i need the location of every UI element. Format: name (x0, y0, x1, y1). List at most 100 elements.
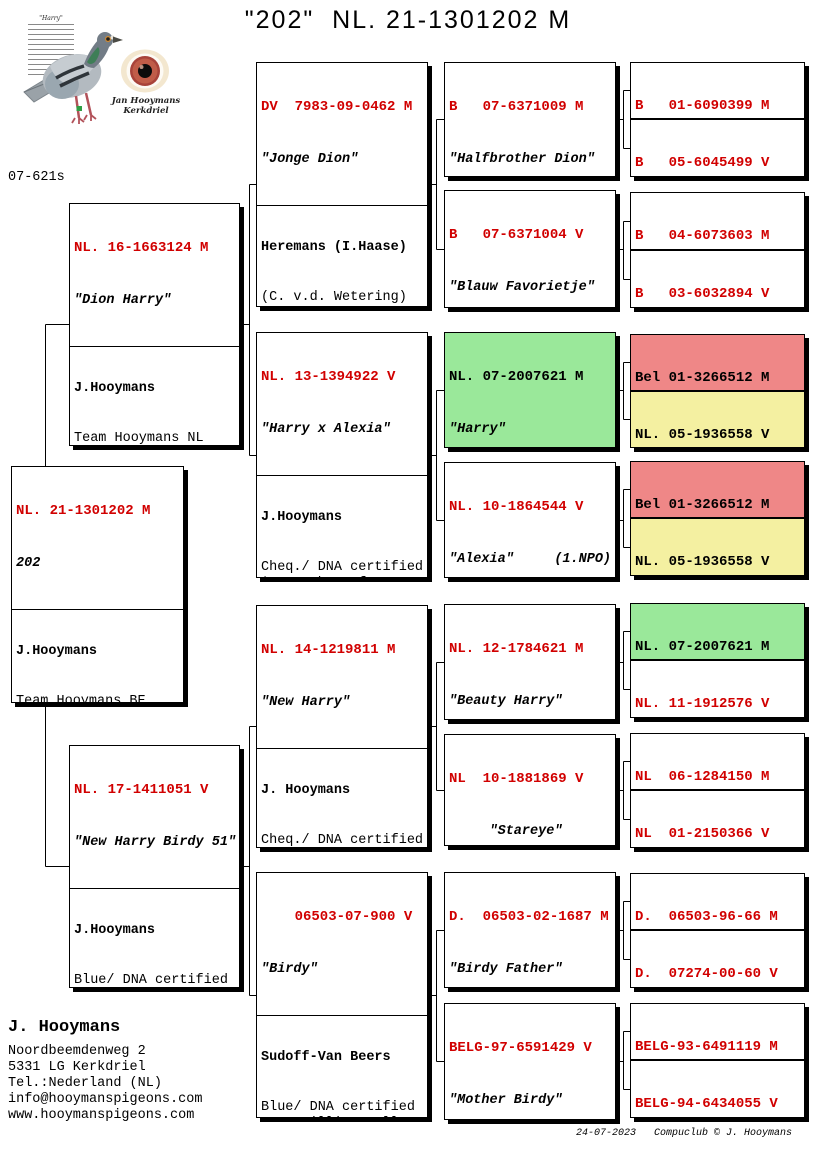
box-body: J.Hooymans Cheq./ DNA certified * = moth… (257, 475, 427, 578)
ring-number: NL. 10-1864544 V (449, 499, 584, 515)
pedigree-box-froome-150: NL 06-1284150 M "Froome 150" (TT) Jo Baa… (630, 733, 805, 790)
pedigree-box-jonge-bliksem-2: Bel 01-3266512 M "Jonge Bliksem" Vandena… (630, 461, 805, 518)
loft-address: Noordbeemdenweg 2 5331 LG Kerkdriel Tel.… (8, 1044, 203, 1123)
pedigree-box-alexia: NL. 10-1864544 V "Alexia" (1.NPO) J.Hooy… (444, 462, 616, 578)
box-body: J.Hooymans Team Hooymans NL * = winner o… (70, 346, 239, 446)
pedigree-box-grandfather-birdy: BELG-93-6491119 M Grandfather Birdy Loui… (630, 1003, 805, 1060)
ring-number: BELG-93-6491119 M (635, 1039, 778, 1055)
photo-caption: Jan Hooymans Kerkdriel (111, 96, 181, 116)
result-lines: Cheq./ DNA certified * = mother of Nierg… (261, 559, 424, 578)
pedigree-box-harry: NL. 07-2007621 M "Harry" J.Hooymans Cheq… (444, 332, 616, 448)
ring-number: NL. 13-1394922 V (261, 369, 396, 385)
pedigree-box-the-beauty-576: NL. 11-1912576 V "The Beauty 576" J.Hooy… (630, 660, 805, 718)
print-credit: 24-07-2023 Compuclub © J. Hooymans (575, 1128, 792, 1139)
bird-name: 202 (16, 556, 41, 571)
ring-number: NL. 17-1411051 V (74, 782, 209, 798)
owner-line: Sudoff-Van Beers (261, 1050, 391, 1065)
bird-name: "Blauw Favorietje" (449, 280, 595, 295)
pedigree-box-effe-66: D. 06503-96-66 M "EFFE 66" Jannsen/Woute… (630, 873, 805, 930)
result-lines: Team Hooymans BE Libourn.Nat 18/ 3880 Gu… (16, 693, 146, 703)
box-body: J.Hooymans Blue/ DNA certified Mother to… (70, 888, 239, 988)
box-body: J. Hooymans Cheq./ DNA certified Raced@C… (257, 748, 427, 848)
pedigree-box-halfbrother-dion: B 07-6371009 M "Halfbrother Dion" Leo He… (444, 62, 616, 177)
ring-number: NL. 07-2007621 M (635, 639, 770, 655)
owner-line: J. Hooymans (261, 783, 351, 798)
loft-name: J. Hooymans (8, 1018, 121, 1037)
result-lines: Team Hooymans NL * = winner of: Issoudun… (74, 430, 204, 446)
ring-number: NL. 14-1219811 M (261, 642, 396, 658)
pedigree-box-jonge-bliksem-1: Bel 01-3266512 M "Jonge Bliksem" Vandena… (630, 334, 805, 391)
ring-number: B 07-6371004 V (449, 227, 584, 243)
ring-number: BELG-94-6434055 V (635, 1096, 778, 1112)
bird-name: "Alexia" (1.NPO) (449, 552, 612, 567)
pedigree-box-grandmother-birdy: BELG-94-6434055 V Grandmother Birdy Loui… (630, 1060, 805, 1118)
pedigree-box-harry-gen4: NL. 07-2007621 M "Harry" J.Hooymans (630, 603, 805, 660)
ring-note: 07-621s (8, 170, 65, 185)
box-body: Sudoff-Van Beers Blue/ DNA certified Bes… (257, 1015, 427, 1117)
result-lines: Blue/ DNA certified Mother to: 4. NPO Vi… (74, 972, 228, 988)
ring-number: D. 07274-00-60 V (635, 966, 778, 982)
owner-line: J.Hooymans (16, 644, 98, 659)
ring-number: NL. 12-1784621 M (449, 641, 584, 657)
box-body: J.Hooymans Team Hooymans BE Libourn.Nat … (12, 609, 183, 703)
bird-name: "Harry" (449, 422, 506, 437)
pedigree-box-dirkje-2: NL. 05-1936558 V "Dirkje" C & G Koopman (630, 518, 805, 576)
ring-number: NL 06-1284150 M (635, 769, 770, 785)
pedigree-box-vader-dion: B 01-6090399 M Vader DION LEO HEREMANS (630, 62, 805, 119)
pedigree-box-sire: NL. 16-1663124 M "Dion Harry" J.Hooymans… (69, 203, 240, 446)
ring-number: B 05-6045499 V (635, 155, 770, 171)
ring-number: D. 06503-02-1687 M (449, 909, 609, 925)
pedigree-box-subject: NL. 21-1301202 M 202 J.Hooymans Team Hoo… (11, 466, 184, 703)
pedigree-box-harry-x-alexia: NL. 13-1394922 V "Harry x Alexia" J.Hooy… (256, 332, 428, 578)
owner-line: J.Hooymans (74, 381, 156, 396)
pedigree-box-stareye: NL 10-1881869 V "Stareye" * MOTHER NEW H… (444, 734, 616, 846)
pedigree-box-birdy-father: D. 06503-02-1687 M "Birdy Father" Krüger… (444, 872, 616, 988)
ring-number: NL. 05-1936558 V (635, 554, 770, 570)
pedigree-box-beauty-harry: NL. 12-1784621 M "Beauty Harry" J.Hooyma… (444, 604, 616, 720)
pedigree-box-halfsister-olympiade: B 03-6032894 V Halfsister Olympiade GUST… (630, 250, 805, 308)
ring-number: B 03-6032894 V (635, 286, 770, 302)
page-title: "202" NL. 21-1301202 M (244, 6, 572, 34)
box-body: Heremans (I.Haase) (C. v.d. Wetering) (f… (257, 205, 427, 306)
bird-name: "Mother Birdy" (449, 1093, 563, 1108)
owner-line: Heremans (I.Haase) (261, 240, 407, 255)
owner-line: J.Hooymans (74, 923, 156, 938)
photo-results-label: "Harry" (39, 15, 63, 22)
bird-name: "Harry x Alexia" (261, 422, 391, 437)
ring-number: NL. 11-1912576 V (635, 696, 770, 712)
ring-number: NL. 05-1936558 V (635, 427, 770, 443)
pedigree-box-daughter-carl-lewis: D. 07274-00-60 V Daughter Carl Lewis Har… (630, 930, 805, 988)
bird-name: "New Harry Birdy 51" (74, 835, 237, 850)
bird-name: "New Harry" (261, 695, 351, 710)
bird-name: "Halfbrother Dion" (449, 152, 595, 167)
result-lines: Cheq./ DNA certified Raced@C.v.d.Weterin… (261, 832, 424, 848)
ring-number: B 07-6371009 M (449, 99, 584, 115)
pigeon-eye-photo (121, 49, 169, 93)
ring-number: NL. 07-2007621 M (449, 369, 584, 385)
pedigree-box-blauw-favorietje: B 07-6371004 V "Blauw Favorietje" LEO HE… (444, 190, 616, 308)
ring-number: D. 06503-96-66 M (635, 909, 778, 925)
pigeon-photo: "Harry" (20, 10, 235, 135)
pigeon-illustration (23, 32, 123, 124)
pedigree-box-jonge-dion: DV 7983-09-0462 M "Jonge Dion" Heremans … (256, 62, 428, 307)
ring-number: NL. 16-1663124 M (74, 240, 209, 256)
bird-name: "Dion Harry" (74, 293, 172, 308)
ring-number: NL. 21-1301202 M (16, 503, 151, 519)
pedigree-box-dam: NL. 17-1411051 V "New Harry Birdy 51" J.… (69, 745, 240, 988)
pedigree-box-birdy: 06503-07-900 V "Birdy" Sudoff-Van Beers … (256, 872, 428, 1118)
pedigree-box-t-lichte-supertje: NL 01-2150366 V " t Lichte Supertje" Jo … (630, 790, 805, 848)
bird-name: "Jonge Dion" (261, 152, 359, 167)
bird-name: "Birdy" (261, 962, 318, 977)
bird-name: "Beauty Harry" (449, 694, 563, 709)
pedigree-box-kleinzoon-favoriet: B 04-6073603 M Kleinzoon Favoriet LEO HE… (630, 192, 805, 250)
pedigree-box-dochter-de-figo: B 05-6045499 V Dochter "De Figo" LEO HER… (630, 119, 805, 177)
pedigree-box-mother-birdy: BELG-97-6591429 V "Mother Birdy" Louis v… (444, 1003, 616, 1120)
ring-number: Bel 01-3266512 M (635, 497, 770, 513)
ring-number: B 01-6090399 M (635, 98, 770, 114)
ring-number: DV 7983-09-0462 M (261, 99, 413, 115)
ring-number: 06503-07-900 V (261, 909, 413, 925)
bird-name: "Birdy Father" (449, 962, 563, 977)
bird-name: "Stareye" (449, 824, 563, 839)
